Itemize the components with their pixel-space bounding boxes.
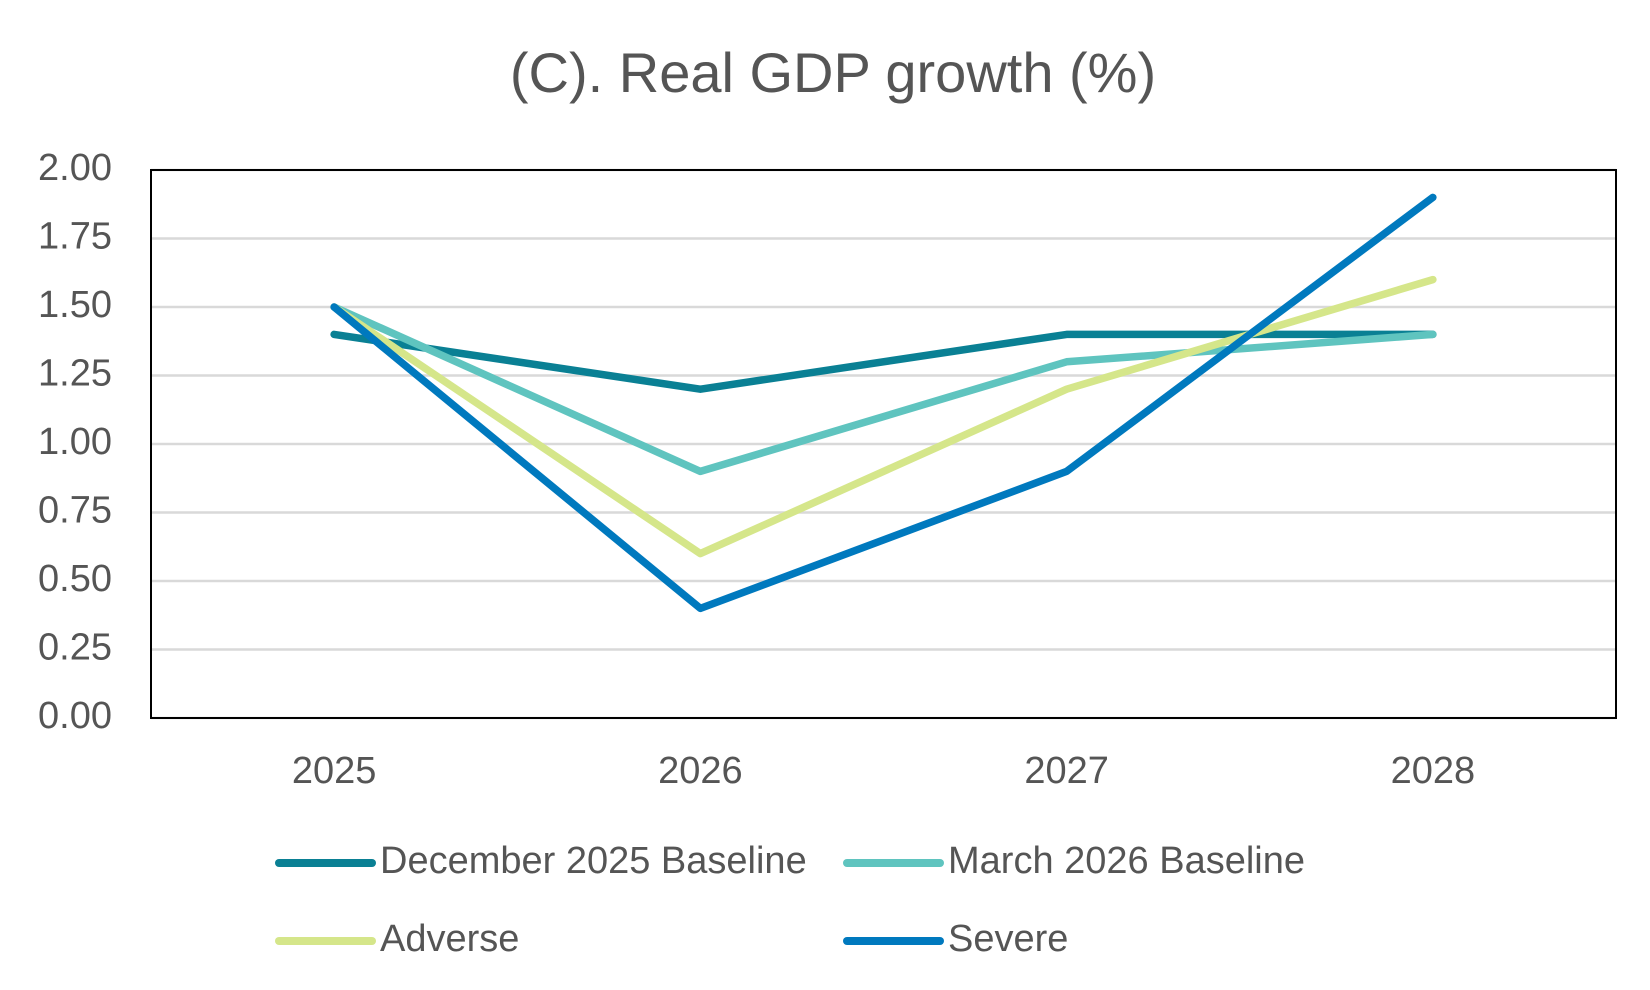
chart-title: (C). Real GDP growth (%): [510, 41, 1156, 104]
x-tick-label: 2028: [1391, 750, 1476, 792]
x-tick-label: 2025: [292, 750, 377, 792]
y-tick-label: 1.25: [38, 353, 112, 395]
series-line: [330, 193, 1437, 613]
legend-label: December 2025 Baseline: [380, 840, 807, 882]
legend-label: Adverse: [380, 918, 519, 960]
y-tick-label: 2.00: [38, 147, 112, 189]
y-tick-label: 0.75: [38, 490, 112, 532]
series-line: [330, 303, 1437, 476]
y-tick-label: 1.50: [38, 284, 112, 326]
y-tick-label: 1.75: [38, 216, 112, 258]
legend-label: Severe: [948, 918, 1068, 960]
plot-frame: [150, 169, 1617, 719]
y-tick-label: 0.00: [38, 695, 112, 737]
y-tick-label: 0.50: [38, 558, 112, 600]
x-tick-label: 2026: [658, 750, 743, 792]
legend-label: March 2026 Baseline: [948, 840, 1305, 882]
y-tick-label: 1.00: [38, 421, 112, 463]
x-tick-label: 2027: [1024, 750, 1109, 792]
y-tick-label: 0.25: [38, 627, 112, 669]
